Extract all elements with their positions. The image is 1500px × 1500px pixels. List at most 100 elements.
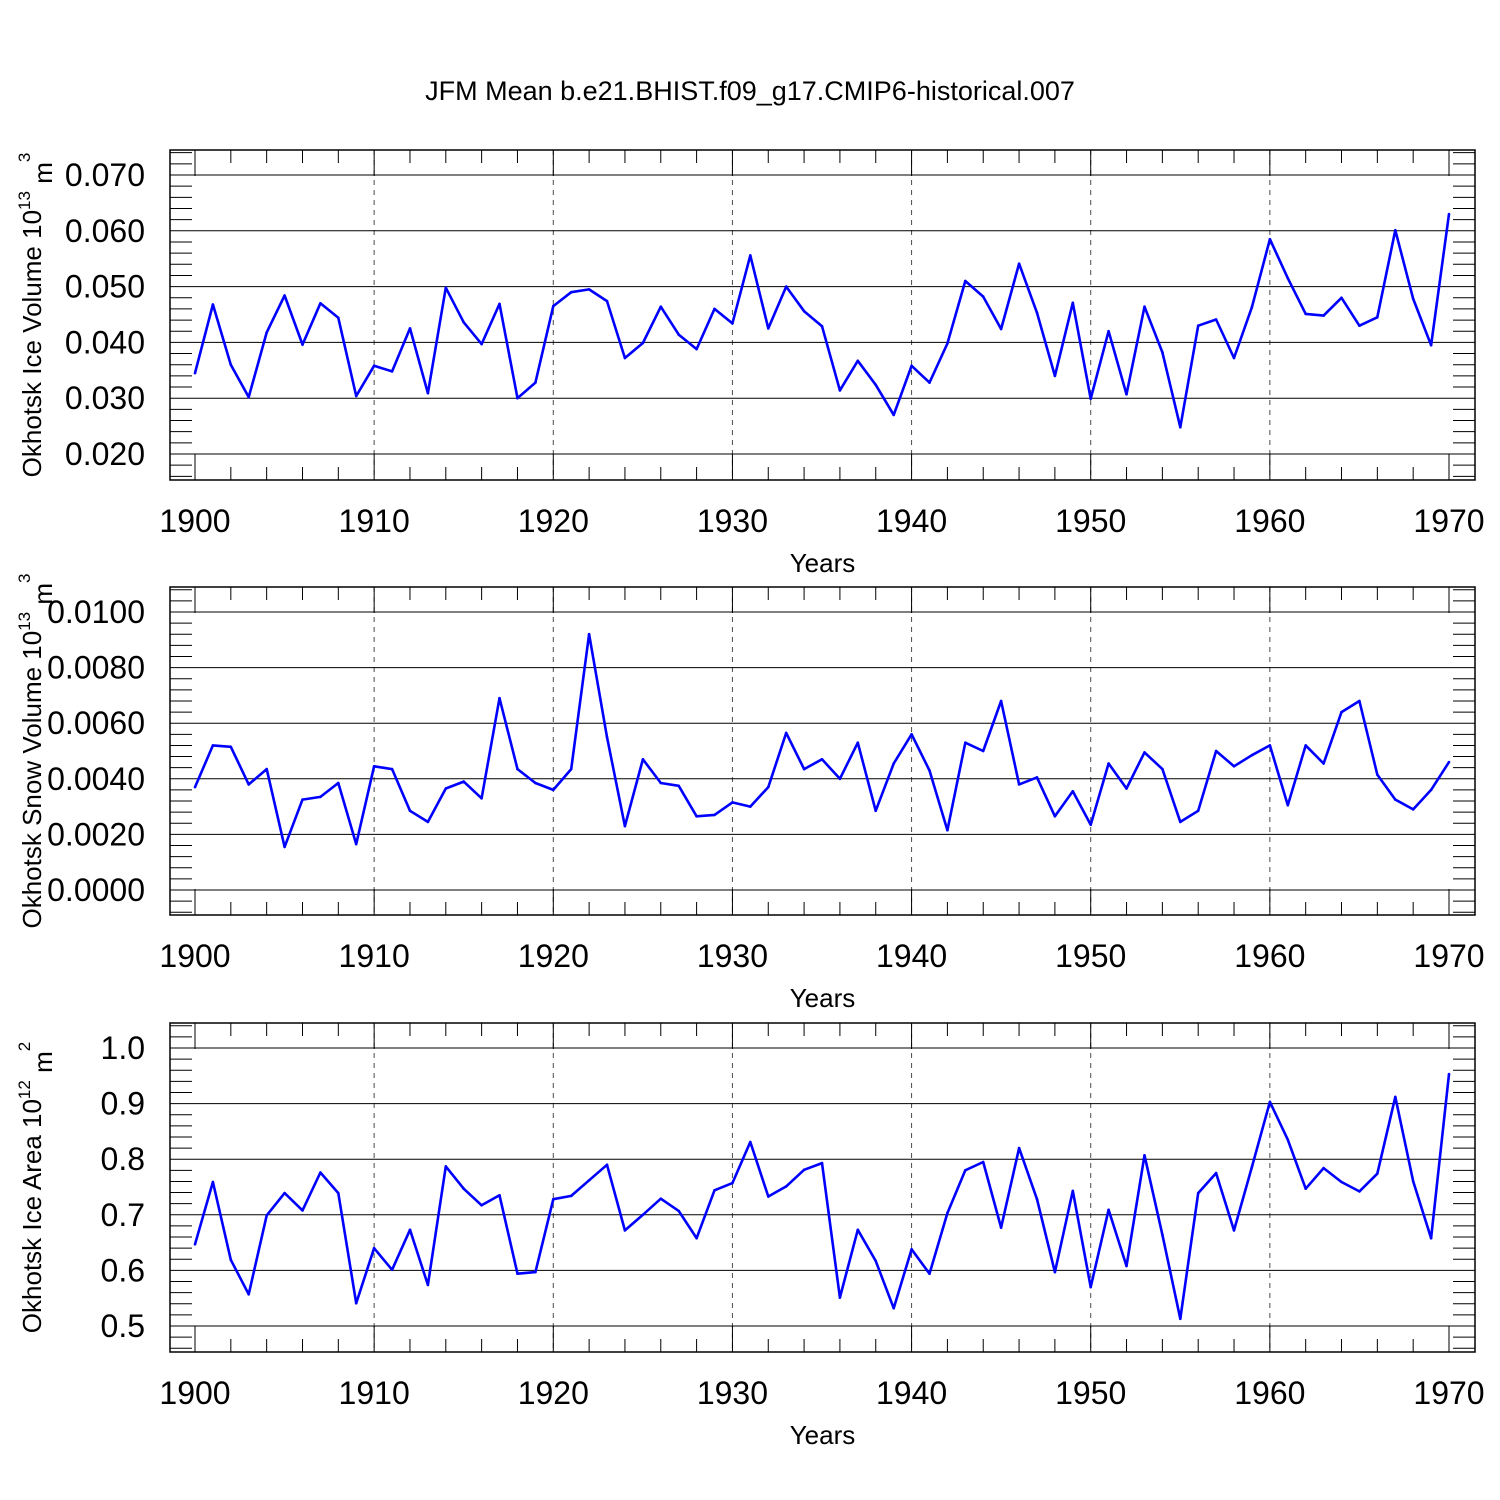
data-point	[516, 767, 519, 771]
data-point	[999, 327, 1003, 331]
data-point	[659, 781, 663, 785]
x-tick-label: 1950	[1055, 938, 1126, 974]
data-point	[1304, 744, 1307, 747]
data-point	[1322, 1166, 1325, 1170]
data-point	[820, 758, 824, 761]
data-point	[767, 785, 770, 789]
data-point	[1340, 710, 1343, 714]
data-point	[981, 295, 985, 298]
data-point	[946, 1211, 949, 1215]
data-point	[1071, 790, 1075, 793]
data-point	[1196, 1191, 1200, 1195]
data-point	[641, 341, 645, 345]
x-tick-label: 1940	[876, 1375, 947, 1411]
data-point	[677, 1209, 680, 1213]
data-point	[552, 788, 555, 792]
data-point	[480, 797, 483, 800]
data-point	[767, 327, 770, 330]
x-tick-label: 1970	[1413, 1375, 1484, 1411]
data-point	[1322, 762, 1325, 765]
data-point	[1447, 212, 1451, 216]
x-tick-label: 1930	[697, 1375, 768, 1411]
data-point	[731, 322, 734, 325]
data-point	[1017, 783, 1021, 786]
data-point	[641, 1213, 645, 1217]
data-point	[229, 745, 233, 749]
data-point	[928, 381, 931, 384]
data-point	[892, 413, 895, 417]
data-point	[1214, 1171, 1218, 1175]
x-tick-label: 1930	[697, 938, 768, 974]
data-point	[838, 389, 842, 392]
data-point	[999, 699, 1003, 703]
data-point	[946, 828, 949, 832]
data-point	[910, 1248, 913, 1251]
data-point	[1232, 356, 1236, 360]
data-point	[677, 333, 680, 336]
data-point	[462, 780, 466, 783]
data-point	[1429, 788, 1433, 792]
data-point	[910, 733, 913, 736]
data-point	[426, 391, 430, 395]
data-point	[1107, 1208, 1110, 1212]
y-tick-label: 0.030	[65, 380, 145, 416]
data-point	[587, 632, 591, 636]
y-tick-label: 1.0	[101, 1030, 145, 1066]
data-point	[1179, 820, 1182, 824]
data-point	[838, 1296, 842, 1299]
y-tick-label: 0.9	[101, 1086, 145, 1122]
y-tick-label: 0.050	[65, 269, 145, 305]
data-point	[247, 395, 250, 399]
data-point	[677, 784, 680, 788]
data-point	[1429, 1236, 1433, 1240]
x-tick-label: 1960	[1234, 503, 1305, 539]
x-tick-label: 1930	[697, 503, 768, 539]
data-point	[211, 303, 215, 306]
y-tick-label: 0.060	[65, 213, 145, 249]
chart-panel-2: 0.0000 0.0020 0.0040 0.0060 0.0080 0.0100 1900…	[15, 574, 1485, 1014]
x-axis-title: Years	[790, 548, 856, 578]
data-point	[802, 767, 806, 771]
data-point	[1196, 809, 1200, 813]
data-point	[1286, 1138, 1290, 1141]
chart-panel-1: 0.020 0.030 0.040 0.050 0.060 0.070 1900 1910 19…	[15, 149, 1485, 578]
data-point	[892, 762, 895, 765]
data-point	[444, 286, 448, 290]
data-point	[1447, 760, 1451, 764]
data-point	[1161, 1233, 1164, 1237]
data-point	[999, 1226, 1003, 1229]
x-tick-label: 1910	[339, 938, 410, 974]
x-axis-title: Years	[790, 983, 856, 1013]
data-point	[981, 749, 985, 753]
panels: 0.020 0.030 0.040 0.050 0.060 0.070 1900 1910 19…	[15, 149, 1485, 1450]
data-point	[390, 370, 394, 373]
data-point	[337, 781, 340, 785]
data-point	[283, 845, 286, 849]
data-point	[1376, 1172, 1379, 1175]
data-point	[498, 696, 501, 700]
data-point	[587, 1179, 591, 1182]
data-point	[408, 1228, 412, 1232]
plot-frame	[169, 586, 1476, 916]
data-point	[1429, 343, 1433, 347]
y-tick-label: 0.0040	[47, 761, 145, 797]
data-point	[247, 1293, 250, 1296]
data-point	[1286, 803, 1290, 807]
data-point	[426, 820, 430, 824]
data-point	[856, 359, 860, 363]
data-point	[892, 1306, 895, 1310]
data-point	[444, 1165, 448, 1168]
data-point	[605, 735, 609, 739]
data-point	[749, 1140, 752, 1144]
data-point	[784, 731, 788, 735]
x-tick-label: 1970	[1413, 503, 1484, 539]
data-point	[1161, 351, 1164, 354]
data-point	[1250, 753, 1254, 757]
data-point	[1053, 1270, 1057, 1274]
data-point	[372, 1246, 376, 1250]
data-point	[1089, 1285, 1092, 1289]
data-point	[1394, 798, 1397, 801]
y-tick-label: 0.070	[65, 157, 145, 193]
data-point	[874, 809, 877, 813]
